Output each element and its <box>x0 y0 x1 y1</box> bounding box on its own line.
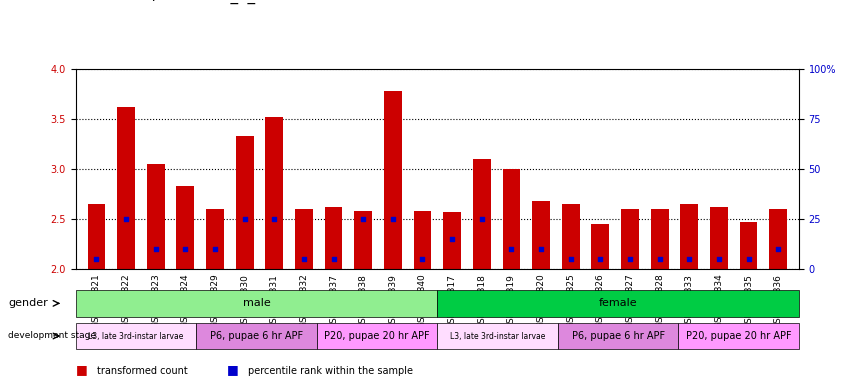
Point <box>475 216 489 222</box>
Text: transformed count: transformed count <box>97 366 188 376</box>
Point <box>90 256 103 262</box>
Bar <box>235 136 253 269</box>
Bar <box>414 211 431 269</box>
Point <box>119 216 133 222</box>
Text: L3, late 3rd-instar larvae: L3, late 3rd-instar larvae <box>450 331 545 341</box>
Bar <box>147 164 165 269</box>
Bar <box>384 91 402 269</box>
Bar <box>651 209 669 269</box>
Bar <box>266 117 283 269</box>
Point <box>386 216 399 222</box>
Text: female: female <box>599 298 637 308</box>
Point <box>505 246 518 252</box>
Bar <box>770 209 787 269</box>
Bar <box>562 204 579 269</box>
Bar <box>443 212 461 269</box>
Point <box>712 256 726 262</box>
Bar <box>591 224 609 269</box>
Point <box>653 256 666 262</box>
Point <box>415 256 429 262</box>
Bar <box>87 204 105 269</box>
Point <box>742 256 755 262</box>
Bar <box>503 169 521 269</box>
Point <box>297 256 310 262</box>
Point <box>534 246 547 252</box>
Point <box>446 236 459 242</box>
Point <box>267 216 281 222</box>
Text: percentile rank within the sample: percentile rank within the sample <box>248 366 413 376</box>
Bar <box>177 186 194 269</box>
Text: development stage: development stage <box>8 331 97 341</box>
Bar <box>206 209 224 269</box>
Bar <box>354 211 372 269</box>
Bar <box>295 209 313 269</box>
Text: male: male <box>243 298 270 308</box>
Text: GDS3871 / 1632787_a_at: GDS3871 / 1632787_a_at <box>76 0 270 4</box>
Point <box>564 256 578 262</box>
Point <box>594 256 607 262</box>
Point <box>178 246 192 252</box>
Point <box>209 246 222 252</box>
Bar <box>117 107 135 269</box>
Text: P20, pupae 20 hr APF: P20, pupae 20 hr APF <box>686 331 791 341</box>
Text: L3, late 3rd-instar larvae: L3, late 3rd-instar larvae <box>88 331 183 341</box>
Text: P20, pupae 20 hr APF: P20, pupae 20 hr APF <box>325 331 430 341</box>
Bar <box>325 207 342 269</box>
Bar <box>740 222 758 269</box>
Point <box>149 246 162 252</box>
Text: ■: ■ <box>227 363 239 376</box>
Text: ■: ■ <box>76 363 87 376</box>
Bar <box>680 204 698 269</box>
Bar <box>532 201 550 269</box>
Text: gender: gender <box>8 298 48 308</box>
Text: P6, pupae 6 hr APF: P6, pupae 6 hr APF <box>572 331 664 341</box>
Bar <box>710 207 727 269</box>
Point <box>238 216 251 222</box>
Point <box>327 256 341 262</box>
Point <box>357 216 370 222</box>
Point <box>683 256 696 262</box>
Point <box>623 256 637 262</box>
Point <box>771 246 785 252</box>
Text: P6, pupae 6 hr APF: P6, pupae 6 hr APF <box>210 331 303 341</box>
Bar <box>621 209 639 269</box>
Bar <box>473 159 490 269</box>
